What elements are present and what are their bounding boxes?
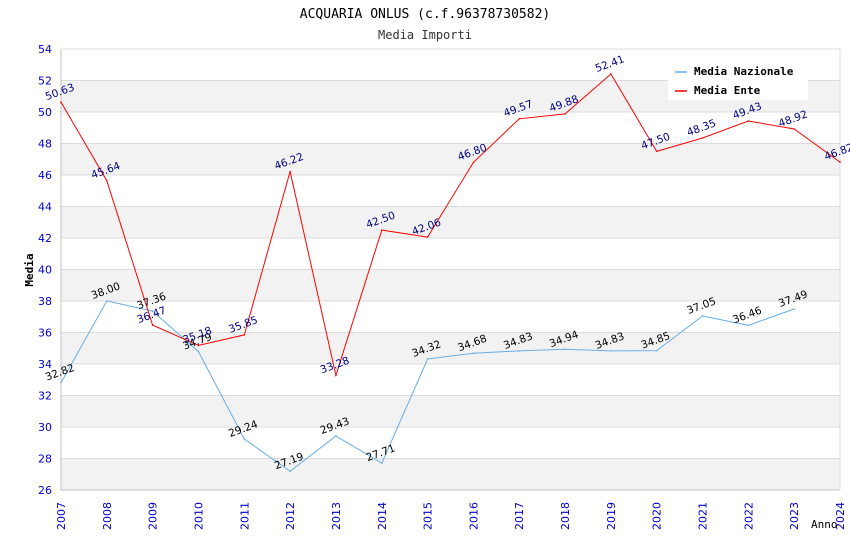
data-point: [380, 229, 383, 231]
data-point: [197, 350, 200, 353]
y-tick-label: 34: [38, 358, 52, 371]
series-line: [60, 300, 795, 472]
y-tick-label: 32: [38, 390, 52, 403]
data-point: [426, 358, 429, 360]
data-point: [701, 315, 704, 317]
y-tick-label: 40: [38, 264, 52, 277]
data-point: [747, 120, 750, 122]
legend-label-media-ente: Media Ente: [694, 84, 761, 97]
data-point: [610, 73, 612, 75]
x-tick-label: 2021: [697, 502, 710, 530]
legend-box: [668, 60, 808, 100]
x-tick-label: 2010: [192, 502, 205, 530]
y-tick-label: 48: [38, 138, 52, 151]
y-tick-label: 50: [38, 106, 52, 119]
data-point: [426, 236, 429, 238]
data-point: [60, 381, 62, 384]
y-tick-label: 30: [38, 421, 52, 434]
y-tick-label: 46: [38, 169, 52, 182]
data-point: [839, 161, 841, 163]
data-point: [289, 170, 291, 173]
background-band: [61, 269, 840, 301]
data-point: [472, 352, 475, 355]
x-tick-label: 2012: [284, 502, 297, 530]
data-point: [655, 349, 658, 352]
series-media-nazionale: [60, 300, 795, 473]
data-point: [289, 470, 291, 473]
x-tick-label: 2016: [467, 502, 480, 530]
x-tick-label: 2020: [651, 502, 664, 530]
data-point: [747, 324, 750, 327]
background-band: [61, 332, 840, 364]
axes: 2007 2008 2009 2010 2011 2012 2013 2014 2015 2016…: [55, 49, 847, 530]
data-point: [793, 308, 795, 310]
chart-subtitle: Media Importi: [378, 28, 472, 42]
x-tick-label: 2018: [559, 502, 572, 530]
data-point: [335, 435, 337, 437]
x-tick-label: 2009: [147, 502, 160, 530]
data-point: [472, 161, 475, 164]
background-band: [61, 458, 840, 490]
data-point: [380, 462, 383, 464]
data-point: [243, 438, 246, 440]
series-line: [60, 73, 841, 378]
background-band: [61, 395, 840, 427]
x-tick-label: 2011: [238, 502, 251, 530]
data-point: [793, 128, 795, 130]
x-tick-label: 2023: [788, 502, 801, 530]
legend-label-media-nazionale: Media Nazionale: [694, 65, 794, 78]
data-point: [335, 374, 337, 377]
background-band: [61, 206, 840, 238]
data-point: [564, 113, 566, 115]
data-label: 52.41: [594, 53, 626, 75]
x-tick-label: 2024: [834, 502, 847, 530]
y-tick-label: 42: [38, 232, 52, 245]
data-point: [151, 310, 154, 312]
data-point: [518, 350, 521, 352]
y-axis-label: Media: [23, 253, 36, 286]
y-tick-label: 38: [38, 295, 52, 308]
gridlines: 26 28 30 32 34 36 38 40 42 44 46 48 50 52 54: [38, 43, 840, 497]
plot-background-bands: [61, 80, 840, 490]
series-media-ente: [60, 73, 841, 378]
data-point: [655, 150, 658, 153]
y-tick-label: 26: [38, 484, 52, 497]
x-tick-label: 2017: [513, 502, 526, 530]
data-point: [106, 300, 108, 302]
y-tick-label: 36: [38, 327, 52, 340]
legend: Media Nazionale Media Ente: [668, 60, 808, 100]
x-tick-label: 2014: [376, 502, 389, 530]
background-band: [61, 143, 840, 175]
chart-title: ACQUARIA ONLUS (c.f.96378730582): [300, 7, 550, 22]
x-tick-label: 2022: [742, 502, 755, 530]
y-tick-label: 54: [38, 43, 52, 56]
data-point: [564, 348, 566, 350]
data-point: [243, 334, 246, 336]
data-point: [60, 101, 62, 103]
x-tick-label: 2013: [330, 502, 343, 530]
x-tick-label: 2019: [605, 502, 618, 530]
y-tick-label: 52: [38, 75, 52, 88]
x-tick-label: 2007: [55, 502, 68, 530]
y-tick-label: 44: [38, 201, 52, 214]
x-tick-label: 2008: [101, 502, 114, 530]
data-point: [197, 344, 200, 347]
data-point: [151, 324, 154, 326]
x-tick-label: 2015: [422, 502, 435, 530]
data-label: 48.35: [685, 117, 717, 139]
data-point: [106, 179, 108, 182]
data-point: [518, 117, 521, 120]
data-point: [610, 350, 612, 352]
data-label: 36.46: [731, 305, 764, 327]
x-axis-label: Anno: [811, 518, 838, 531]
y-tick-label: 28: [38, 453, 52, 466]
data-point: [701, 137, 704, 139]
